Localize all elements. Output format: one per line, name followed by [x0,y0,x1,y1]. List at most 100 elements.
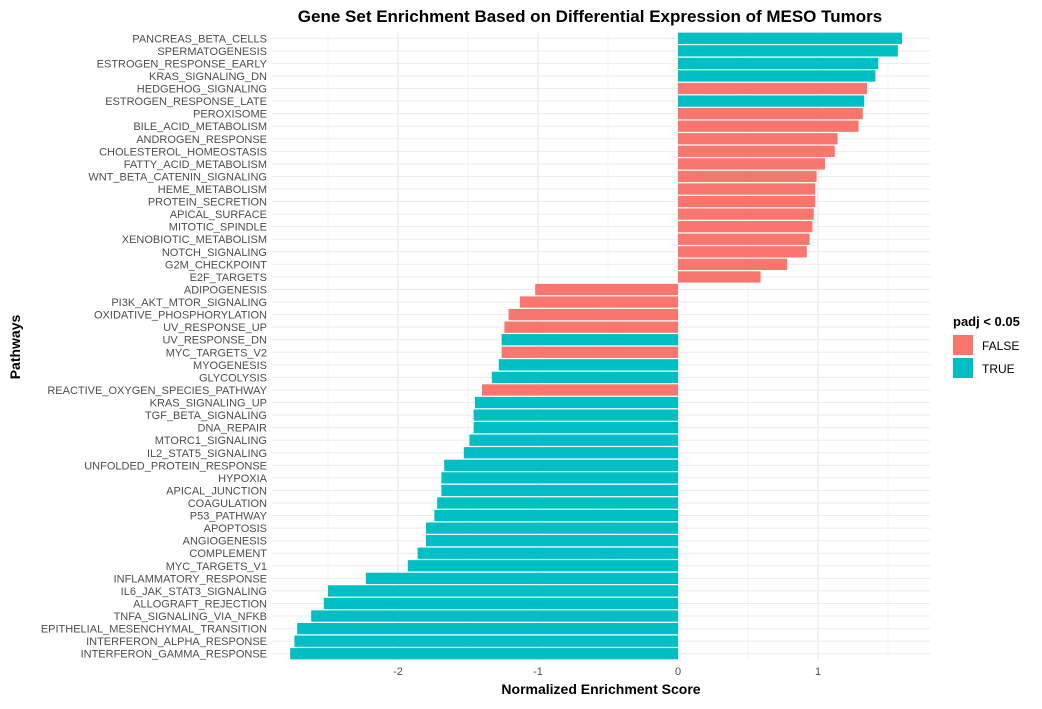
legend-title: padj < 0.05 [953,314,1020,329]
bar [504,321,678,333]
y-tick-label: KRAS_SIGNALING_DN [149,71,267,83]
y-tick-labels: PANCREAS_BETA_CELLSSPERMATOGENESISESTROG… [41,33,268,660]
y-tick-label: CHOLESTEROL_HOMEOSTASIS [99,146,267,158]
y-tick-label: MYC_TARGETS_V2 [166,347,267,359]
y-tick-label: INTERFERON_GAMMA_RESPONSE [81,649,267,661]
y-tick-label: COAGULATION [188,498,267,510]
y-tick-label: PEROXISOME [193,109,267,121]
y-tick-label: TNFA_SIGNALING_VIA_NFKB [114,611,267,623]
bar [678,32,902,44]
bar [678,95,865,107]
bar [469,434,678,446]
x-tick-label: -2 [393,666,403,678]
y-tick-label: EPITHELIAL_MESENCHYMAL_TRANSITION [41,624,267,636]
bar [498,359,678,371]
legend-key [953,358,973,378]
bar [294,635,678,647]
bar [678,195,816,208]
bar [501,334,678,346]
y-tick-label: UV_RESPONSE_UP [163,322,267,334]
bar [678,82,867,95]
bar [678,258,788,271]
bar [441,484,678,497]
bar [444,459,678,471]
bar [678,70,876,82]
bar [678,183,816,195]
y-tick-label: SPERMATOGENESIS [157,46,267,58]
y-tick-label: KRAS_SIGNALING_UP [150,398,267,410]
y-tick-label: APOPTOSIS [204,523,267,535]
y-tick-label: OXIDATIVE_PHOSPHORYLATION [94,310,267,322]
y-tick-label: IL2_STAT5_SIGNALING [147,448,267,460]
bar [328,585,678,597]
bar [678,45,898,57]
y-tick-label: DNA_REPAIR [198,423,268,435]
bar [463,447,678,459]
y-tick-label: ESTROGEN_RESPONSE_EARLY [97,58,268,70]
y-tick-label: E2F_TARGETS [190,272,267,284]
bar [290,648,678,660]
bar [323,597,678,610]
bar [491,371,678,384]
y-tick-label: COMPLEMENT [189,548,267,560]
bar [678,158,825,170]
bar [678,271,761,283]
y-tick-label: MYOGENESIS [193,360,267,372]
bar [678,170,817,183]
y-tick-label: UNFOLDED_PROTEIN_RESPONSE [84,460,267,472]
bar [535,283,678,296]
legend-key [953,335,973,355]
chart-title: Gene Set Enrichment Based on Differentia… [298,7,882,26]
y-tick-label: BILE_ACID_METABOLISM [133,121,267,133]
y-tick-label: TGF_BETA_SIGNALING [145,410,267,422]
bar [426,535,678,547]
y-tick-label: HYPOXIA [218,473,268,485]
bar [297,622,678,635]
y-tick-label: HEDGEHOG_SIGNALING [137,84,267,96]
bar [311,610,678,622]
bar [365,572,678,585]
bar [417,547,678,559]
bar [678,145,835,157]
y-tick-label: GLYCOLYSIS [199,372,267,384]
x-axis-title: Normalized Enrichment Score [501,681,700,697]
bar [678,57,879,70]
legend-label: FALSE [982,339,1019,353]
y-tick-label: INTERFERON_ALPHA_RESPONSE [86,636,267,648]
bar [426,522,678,534]
bar [678,221,813,233]
bar [475,396,678,409]
bar [473,421,678,434]
legend-label: TRUE [982,362,1015,376]
bars [290,32,902,660]
y-tick-label: NOTCH_SIGNALING [162,247,267,259]
y-tick-label: ANDROGEN_RESPONSE [136,134,267,146]
bar [519,296,678,308]
y-tick-label: WNT_BETA_CATENIN_SIGNALING [88,171,267,183]
bar [437,497,678,509]
legend: padj < 0.05 FALSE TRUE [953,314,1020,378]
y-axis-title: Pathways [7,314,23,379]
y-tick-label: P53_PATHWAY [190,511,268,523]
y-tick-label: FATTY_ACID_METABOLISM [124,159,267,171]
y-tick-label: PI3K_AKT_MTOR_SIGNALING [111,297,267,309]
y-tick-label: APICAL_SURFACE [170,209,267,221]
y-tick-label: G2M_CHECKPOINT [165,259,267,271]
x-tick-label: -1 [533,666,543,678]
bar [678,208,814,220]
y-tick-label: ESTROGEN_RESPONSE_LATE [105,96,267,108]
y-tick-label: REACTIVE_OXYGEN_SPECIES_PATHWAY [47,385,267,397]
y-tick-label: MYC_TARGETS_V1 [166,561,267,573]
legend-entries: FALSE TRUE [953,335,1019,378]
y-tick-label: XENOBIOTIC_METABOLISM [122,234,267,246]
bar [473,409,678,421]
bar [482,384,678,396]
y-tick-label: ALLOGRAFT_REJECTION [133,598,267,610]
bar [678,233,810,245]
y-tick-label: PROTEIN_SECRETION [148,197,267,209]
bar [407,560,678,572]
bar [678,246,807,258]
y-tick-label: ANGIOGENESIS [183,536,267,548]
